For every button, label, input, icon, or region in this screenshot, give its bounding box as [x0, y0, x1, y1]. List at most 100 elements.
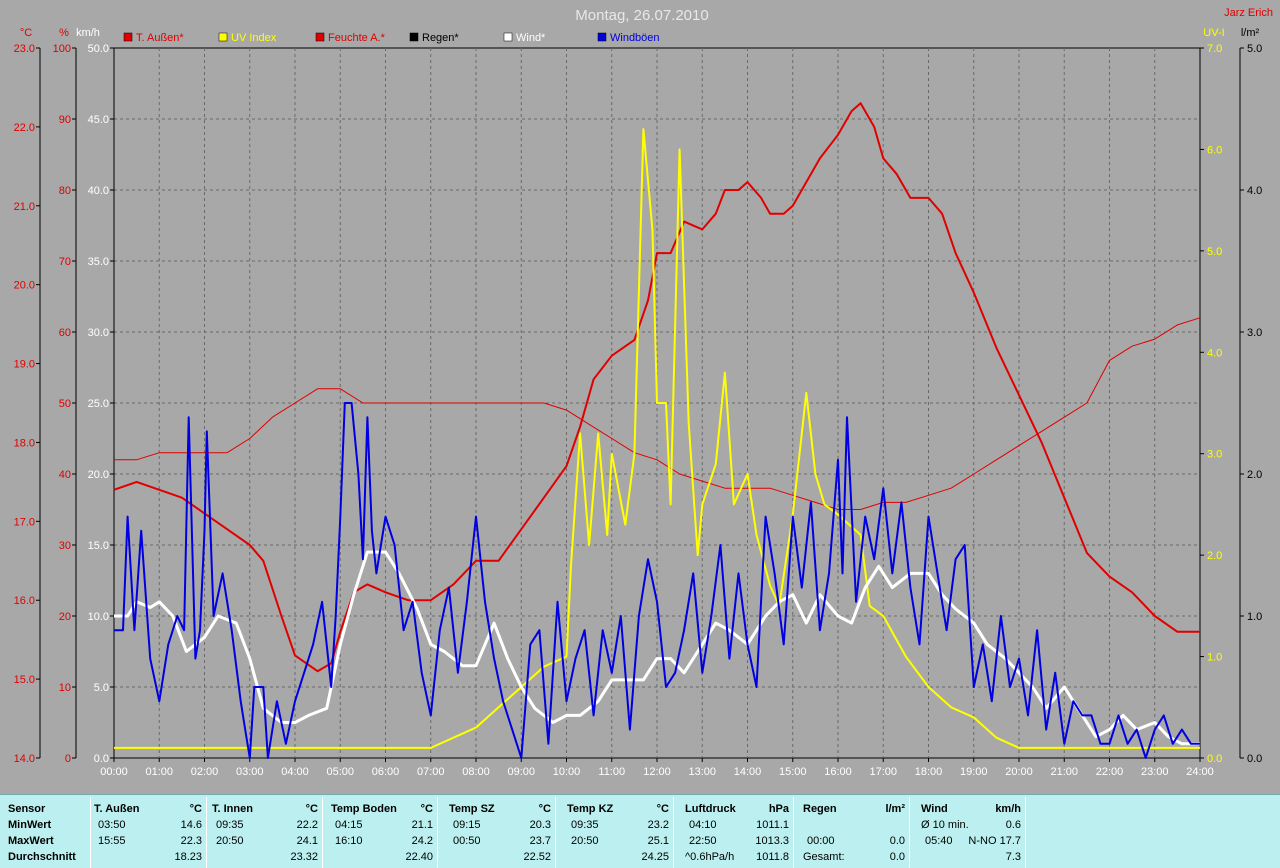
legend-label: Feuchte A.* [328, 32, 386, 44]
legend-swatch [503, 32, 513, 42]
header-t_innen: T. Innen [212, 803, 253, 815]
unit-wind: km/h [995, 803, 1021, 815]
x-tick-label: 10:00 [553, 766, 581, 778]
x-tick-label: 04:00 [281, 766, 309, 778]
unit-regen: l/m² [885, 803, 905, 815]
y-tick-label-humidity: 20 [59, 611, 71, 623]
x-tick-label: 07:00 [417, 766, 445, 778]
unit-temp_boden: °C [420, 803, 433, 815]
x-tick-label: 15:00 [779, 766, 807, 778]
min-time-t_innen: 09:35 [216, 819, 244, 831]
series-layer [113, 102, 1201, 759]
min-val-temp_boden: 21.1 [411, 819, 433, 831]
column-separator [1025, 797, 1026, 868]
label-avg: Durchschnitt [8, 851, 76, 863]
x-tick-label: 17:00 [869, 766, 897, 778]
legend-swatch [409, 32, 419, 42]
y-tick-label-uv: 3.0 [1207, 449, 1222, 461]
author-label: Jarz Erich [1224, 7, 1273, 19]
min-val-luftdruck: 1011.1 [756, 819, 789, 831]
y-tick-label-uv: 0.0 [1207, 753, 1222, 765]
x-tick-label: 08:00 [462, 766, 490, 778]
axis-unit-humidity: % [59, 27, 69, 39]
header-luftdruck: Luftdruck [685, 803, 736, 815]
max-time-t_innen: 20:50 [216, 835, 244, 847]
y-tick-label-humidity: 50 [59, 398, 71, 410]
min-val-temp_kz: 23.2 [647, 819, 669, 831]
y-tick-label-temp: 15.0 [14, 674, 35, 686]
footer-col-sensor: Sensor MinWert MaxWert Durchschnitt [8, 799, 88, 868]
axes: 00:00 01:00 02:00 03:00 04:00 05:00 06:00 07:00… [14, 27, 1263, 778]
y-tick-label-wind: 40.0 [88, 185, 109, 197]
min-val-wind: 0.6 [1005, 819, 1021, 831]
column-separator [793, 797, 794, 868]
column-separator [437, 797, 438, 868]
x-tick-label: 03:00 [236, 766, 264, 778]
max-time-t_aussen: 15:55 [98, 835, 126, 847]
x-tick-label: 11:00 [598, 766, 625, 778]
min-val-temp_sz: 20.3 [529, 819, 551, 831]
axis-unit-temp: °C [20, 27, 32, 39]
y-tick-label-wind: 30.0 [88, 327, 109, 339]
avg-wind: 7.3 [1005, 851, 1021, 863]
series-line-0 [113, 102, 1200, 673]
max-val-temp_sz: 23.7 [529, 835, 551, 847]
y-tick-label-wind: 20.0 [88, 469, 109, 481]
column-separator [673, 797, 674, 868]
footer-col-wind: Wind km/h Ø 10 min. 0.6 05:40 N-NO 17.7 7.3 [921, 799, 1023, 868]
max-val-t_aussen: 22.3 [180, 835, 202, 847]
axis-unit-rain: l/m² [1241, 27, 1260, 39]
y-tick-label-wind: 50.0 [88, 43, 109, 55]
y-tick-label-rain: 0.0 [1247, 753, 1262, 765]
y-tick-label-wind: 5.0 [94, 682, 109, 694]
y-tick-label-humidity: 70 [59, 256, 71, 268]
y-tick-label-temp: 23.0 [14, 43, 35, 55]
y-tick-label-wind: 15.0 [88, 540, 109, 552]
max-val-wind: N-NO 17.7 [968, 835, 1021, 847]
x-tick-label: 06:00 [372, 766, 400, 778]
header-temp_sz: Temp SZ [449, 803, 495, 815]
label-min: MinWert [8, 819, 52, 831]
x-tick-label: 13:00 [688, 766, 716, 778]
y-tick-label-wind: 35.0 [88, 256, 109, 268]
y-tick-label-temp: 22.0 [14, 122, 35, 134]
column-separator [909, 797, 910, 868]
y-tick-label-humidity: 80 [59, 185, 71, 197]
y-tick-label-temp: 20.0 [14, 280, 35, 292]
max-val-regen: 0.0 [889, 835, 905, 847]
y-tick-label-temp: 17.0 [14, 516, 35, 528]
chart-title: Montag, 26.07.2010 [575, 7, 708, 24]
y-tick-label-humidity: 40 [59, 469, 71, 481]
y-tick-label-wind: 25.0 [88, 398, 109, 410]
y-tick-label-temp: 18.0 [14, 437, 35, 449]
min-val-t_aussen: 14.6 [180, 819, 202, 831]
max-val-temp_boden: 24.2 [411, 835, 433, 847]
y-tick-label-wind: 45.0 [88, 114, 109, 126]
x-tick-label: 20:00 [1005, 766, 1033, 778]
footer-col-temp_sz: Temp SZ °C 09:15 20.3 00:50 23.7 22.52 [449, 799, 553, 868]
unit-t_aussen: °C [189, 803, 202, 815]
max-time-luftdruck: 22:50 [689, 835, 717, 847]
y-tick-label-uv: 4.0 [1207, 347, 1222, 359]
unit-temp_kz: °C [656, 803, 669, 815]
y-tick-label-uv: 1.0 [1207, 652, 1222, 664]
total-regen: 0.0 [889, 851, 905, 863]
x-tick-label: 02:00 [191, 766, 219, 778]
y-tick-label-humidity: 90 [59, 114, 71, 126]
x-tick-label: 14:00 [734, 766, 762, 778]
y-tick-label-rain: 4.0 [1247, 185, 1262, 197]
column-separator [206, 797, 207, 868]
column-separator [555, 797, 556, 868]
y-tick-label-humidity: 30 [59, 540, 71, 552]
x-tick-label: 24:00 [1186, 766, 1214, 778]
x-tick-label: 16:00 [824, 766, 852, 778]
min-label-wind: Ø 10 min. [921, 819, 969, 831]
header-t_aussen: T. Außen [94, 803, 140, 815]
header-temp_boden: Temp Boden [331, 803, 397, 815]
min-time-luftdruck: 04:10 [689, 819, 717, 831]
min-val-t_innen: 22.2 [296, 819, 318, 831]
footer-col-regen: Regen l/m² 00:00 0.0 Gesamt: 0.0 [803, 799, 907, 868]
max-val-luftdruck: 1013.3 [755, 835, 789, 847]
axis-unit-uv: UV-I [1203, 27, 1224, 39]
footer-col-luftdruck: Luftdruck hPa 04:10 1011.1 22:50 1013.3 ^0.6hP… [685, 799, 791, 868]
